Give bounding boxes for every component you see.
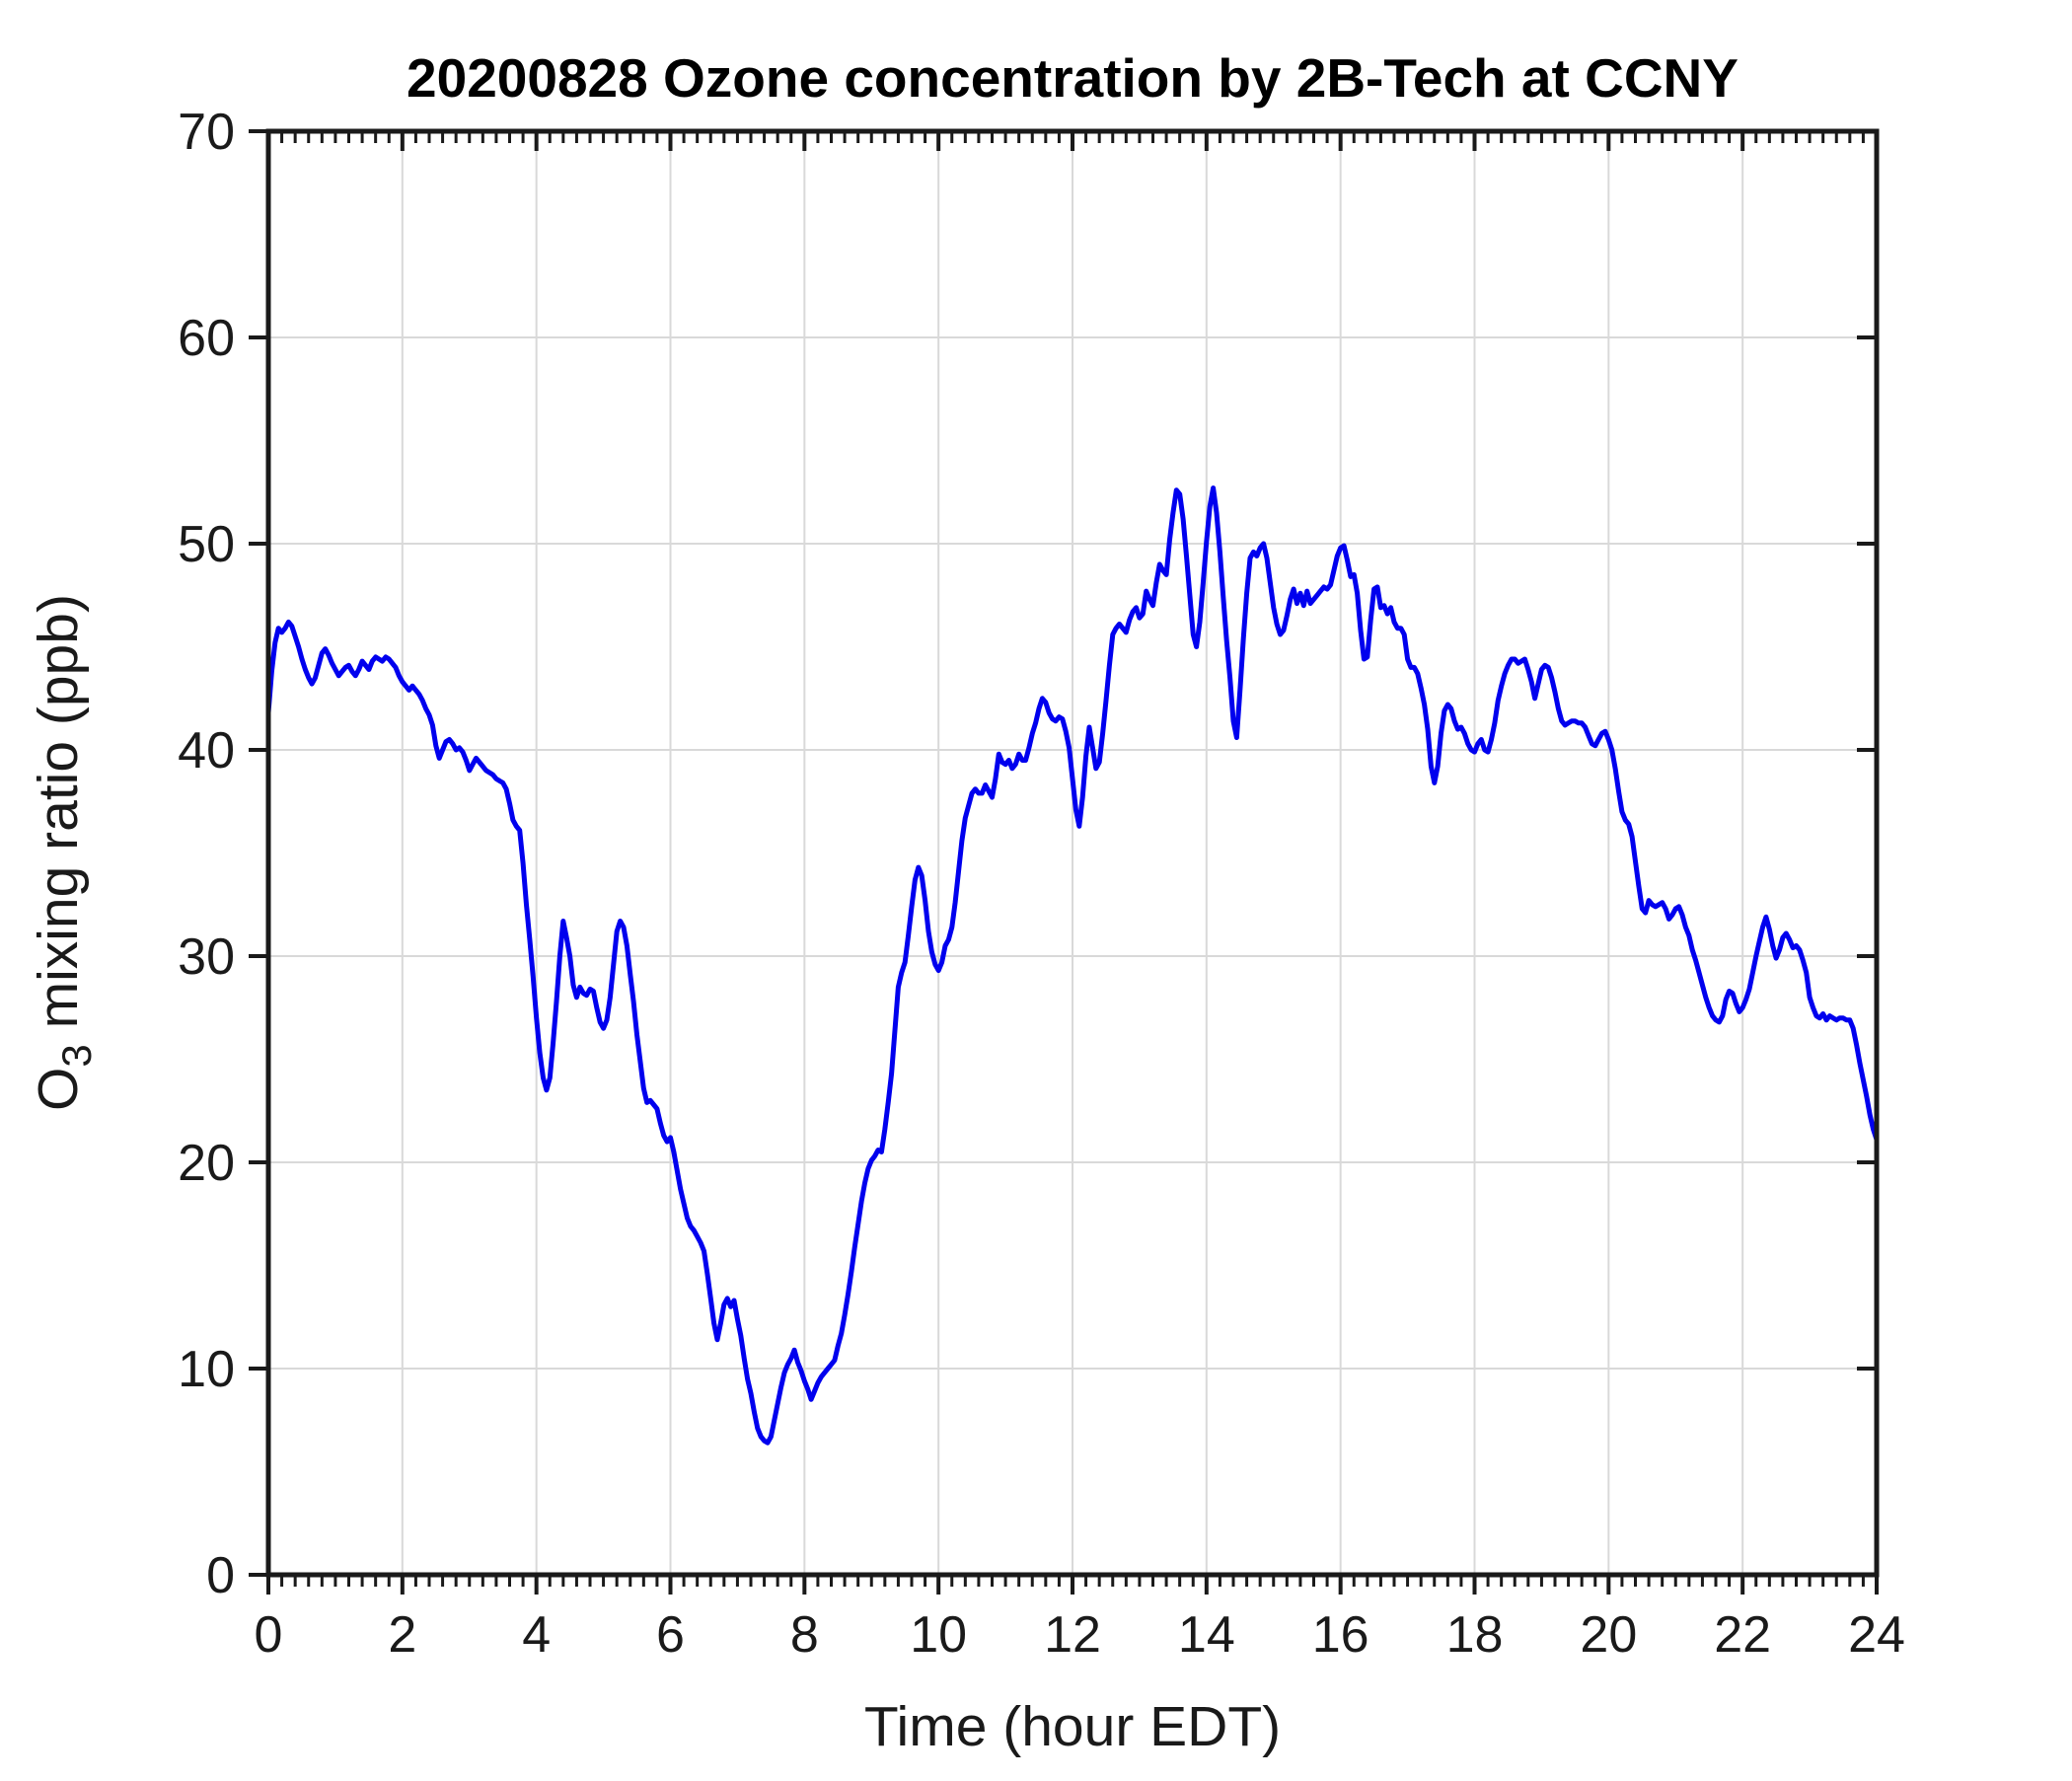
x-tick-label: 12	[1044, 1606, 1101, 1664]
x-tick-label: 14	[1178, 1606, 1235, 1664]
y-tick-label: 0	[206, 1547, 235, 1604]
y-axis-label: O3 mixing ratio (ppb)	[27, 594, 100, 1111]
y-tick-label: 50	[178, 516, 235, 573]
data-series-layer	[265, 485, 1880, 1446]
x-tick-label: 24	[1848, 1606, 1905, 1664]
x-tick-label: 2	[388, 1606, 416, 1664]
x-tick-label: 22	[1714, 1606, 1771, 1664]
axes-box-and-ticks	[249, 128, 1880, 1595]
x-tick-label: 0	[255, 1606, 283, 1664]
y-axis-label-rest: mixing ratio (ppb)	[27, 594, 90, 1044]
x-tick-label: 4	[522, 1606, 551, 1664]
grid-lines	[268, 131, 1877, 1575]
chart-title: 20200828 Ozone concentration by 2B-Tech …	[407, 47, 1739, 109]
x-tick-label: 18	[1446, 1606, 1504, 1664]
ozone-series-line	[265, 485, 1880, 1446]
x-tick-label: 6	[656, 1606, 685, 1664]
y-tick-label: 20	[178, 1135, 235, 1192]
y-tick-label: 60	[178, 310, 235, 367]
y-axis-label-subscript: 3	[53, 1044, 100, 1067]
x-tick-label: 8	[790, 1606, 819, 1664]
x-tick-label: 10	[910, 1606, 967, 1664]
x-axis-label: Time (hour EDT)	[864, 1695, 1281, 1758]
y-tick-label: 30	[178, 928, 235, 986]
y-axis-label-base: O	[27, 1068, 90, 1111]
x-tick-label: 16	[1312, 1606, 1369, 1664]
y-tick-label: 10	[178, 1341, 235, 1398]
y-tick-label: 70	[178, 104, 235, 161]
y-tick-label: 40	[178, 722, 235, 779]
x-tick-label: 20	[1580, 1606, 1637, 1664]
